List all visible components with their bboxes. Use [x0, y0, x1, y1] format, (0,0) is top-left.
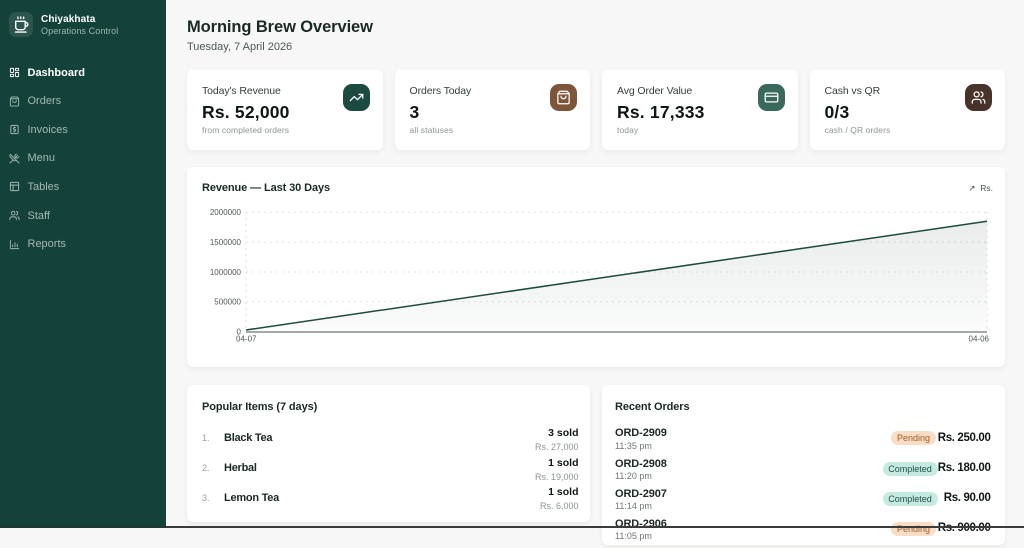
svg-text:04-07: 04-07	[236, 334, 257, 343]
svg-text:0: 0	[237, 327, 242, 336]
svg-text:500000: 500000	[214, 297, 241, 306]
svg-text:2000000: 2000000	[210, 208, 242, 217]
svg-text:1000000: 1000000	[210, 267, 242, 276]
svg-text:1500000: 1500000	[210, 237, 242, 246]
svg-text:04-06: 04-06	[969, 334, 990, 343]
